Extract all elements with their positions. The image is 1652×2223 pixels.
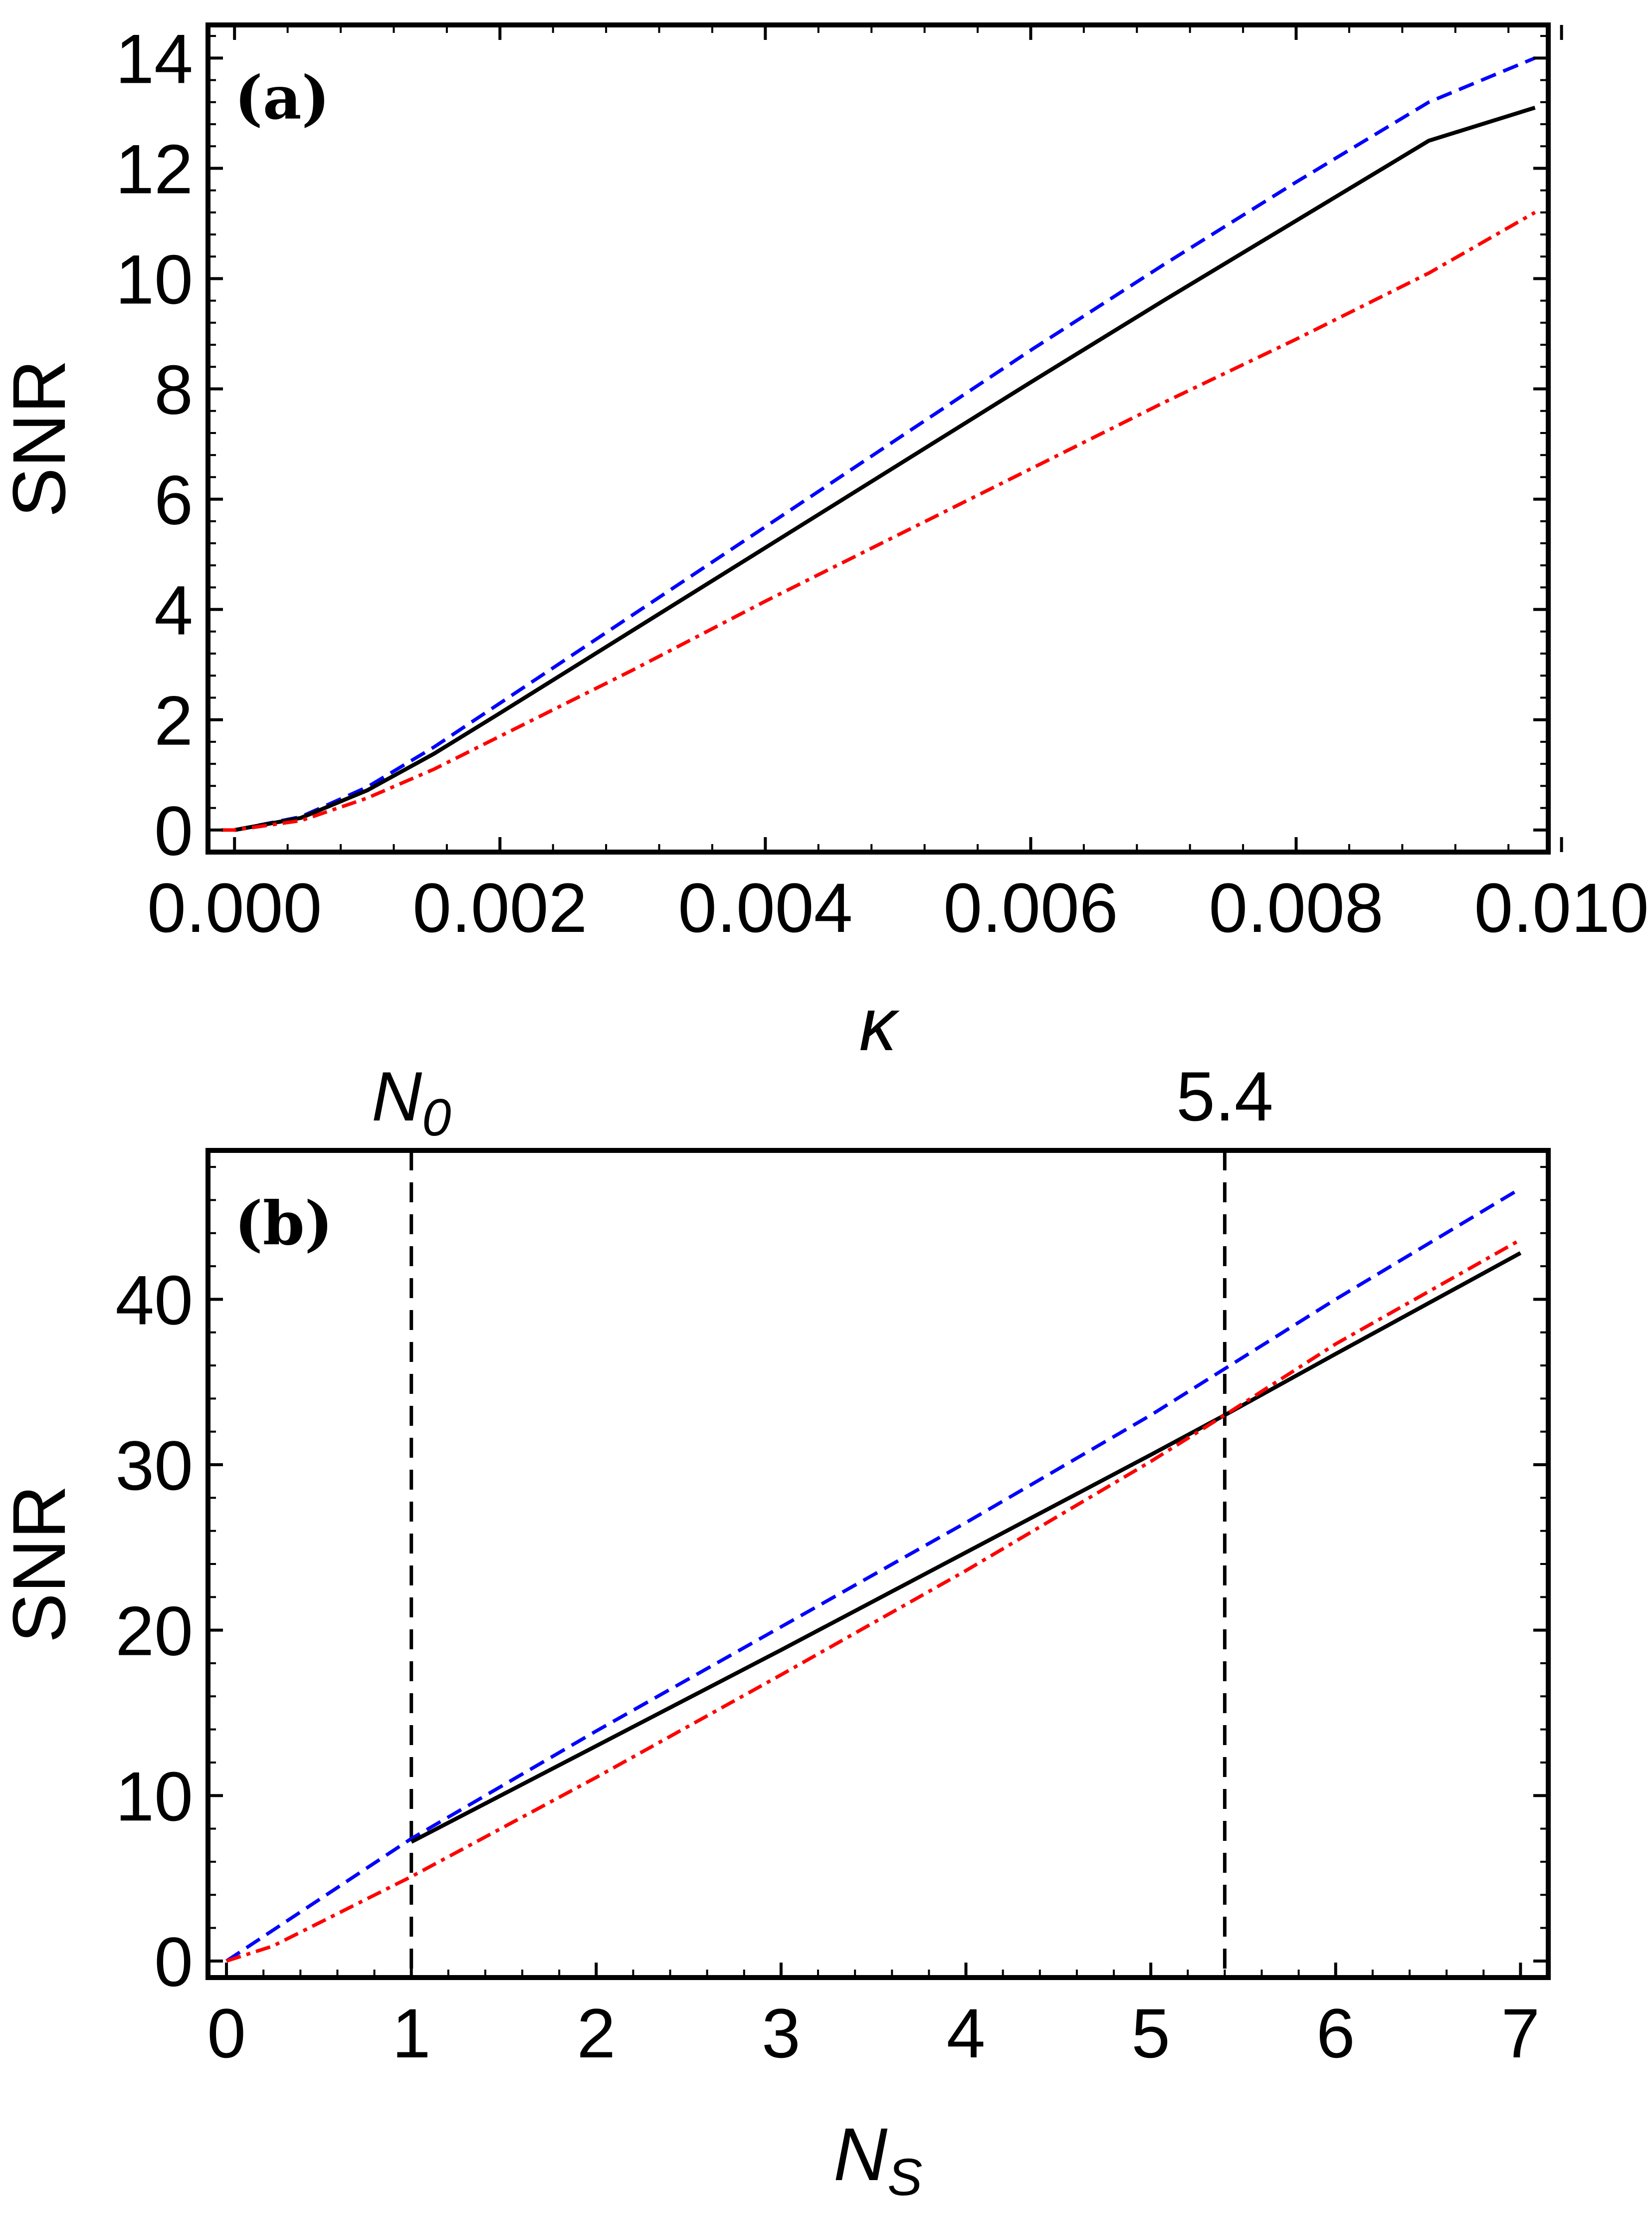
- y-tick-label: 0: [154, 1923, 193, 2001]
- x-tick-label: 7: [1501, 1994, 1540, 2072]
- x-tick-label: 0.002: [413, 869, 587, 947]
- series-line-dashed: [225, 1187, 1522, 1963]
- panel-b: 0 1 2 3 4 5 6 7 0 10 20 30 40 (b) SNR NS N0 5.4: [0, 1057, 1551, 2207]
- panel-a-ticks: 0.000 0.002 0.004 0.006 0.008 0.010 0 2 4 6 8 10 12 1…: [115, 19, 1649, 947]
- x-tick-label: 0.006: [943, 869, 1118, 947]
- x-tick-label: 6: [1316, 1994, 1355, 2072]
- x-tick-label: 0.004: [678, 869, 852, 947]
- panel-b-plot-area: [225, 1150, 1522, 1978]
- panel-a-frame: [206, 22, 1551, 855]
- x-tick-label: 5: [1131, 1994, 1170, 2072]
- y-tick-label: 6: [154, 461, 193, 539]
- panel-b-xlabel: NS: [833, 2112, 922, 2207]
- series-line-solid: [410, 1251, 1522, 1844]
- series-line-dashed: [234, 56, 1536, 832]
- y-tick-label: 12: [115, 130, 193, 208]
- y-tick-label: 30: [115, 1426, 193, 1505]
- panel-b-top-ticks: N0 5.4: [372, 1057, 1273, 1165]
- panel-a-xlabel: κ: [859, 982, 900, 1066]
- panel-a-ylabel: SNR: [0, 360, 81, 518]
- x-tick-label: 0.010: [1474, 869, 1649, 947]
- y-tick-label: 20: [115, 1592, 193, 1670]
- y-tick-label: 0: [154, 792, 193, 870]
- top-tick-label: 5.4: [1176, 1057, 1273, 1135]
- y-tick-label: 8: [154, 351, 193, 429]
- series-line-dash-dot: [226, 1238, 1522, 1963]
- panel-a: 0.000 0.002 0.004 0.006 0.008 0.010 0 2 4 6 8 10 12 1…: [0, 19, 1649, 1066]
- y-tick-label: 2: [154, 681, 193, 760]
- series-line-solid: [234, 105, 1536, 832]
- panel-b-xlabel-sub: S: [887, 2148, 922, 2207]
- panel-a-tag: (a): [234, 63, 330, 133]
- y-tick-label: 14: [115, 19, 193, 98]
- panel-b-xlabel-main: N: [833, 2112, 888, 2196]
- panel-b-frame: [206, 1148, 1551, 1980]
- x-tick-label: 0.000: [147, 869, 322, 947]
- y-tick-label: 40: [115, 1261, 193, 1339]
- x-tick-label: 0: [207, 1994, 246, 2072]
- y-tick-label: 4: [154, 571, 193, 650]
- y-tick-label: 10: [115, 1757, 193, 1835]
- x-tick-label: 2: [577, 1994, 616, 2072]
- panel-a-plot-area: [221, 56, 1536, 832]
- panel-b-ylabel: SNR: [0, 1485, 81, 1643]
- x-tick-label: 3: [762, 1994, 801, 2072]
- panel-b-ticks: 0 1 2 3 4 5 6 7 0 10 20 30 40: [115, 1166, 1548, 2072]
- top-tick-label: N0: [372, 1057, 451, 1147]
- y-tick-label: 10: [115, 240, 193, 318]
- panel-b-tag: (b): [234, 1188, 333, 1259]
- x-tick-label: 1: [392, 1994, 431, 2072]
- series-line-dash-dot: [221, 211, 1536, 832]
- x-tick-label: 0.008: [1209, 869, 1383, 947]
- x-tick-label: 4: [947, 1994, 986, 2072]
